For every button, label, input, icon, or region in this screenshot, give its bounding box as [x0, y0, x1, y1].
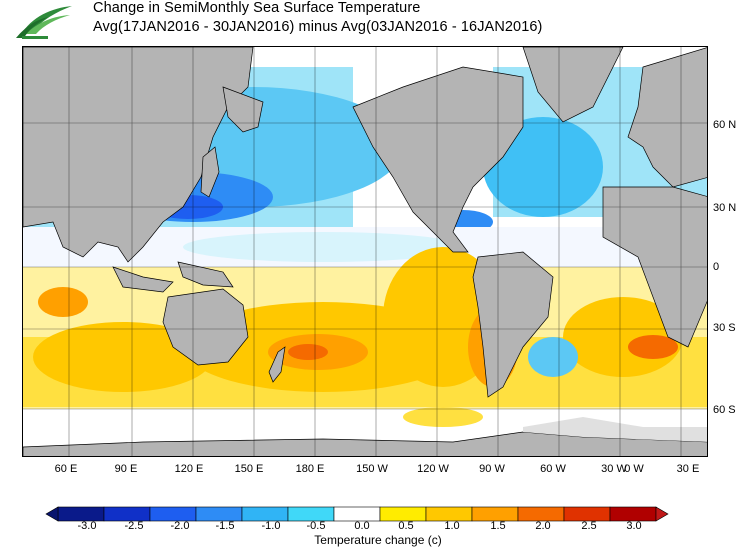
- colorbar-swatch: [57, 506, 105, 522]
- colorbar-swatch: [103, 506, 151, 522]
- colorbar-swatch: [425, 506, 473, 522]
- colorbar-tick: -2.0: [170, 520, 190, 532]
- lon-label: 150 E: [234, 463, 264, 475]
- colorbar-tick: 0.5: [398, 520, 414, 532]
- colorbar-swatch: [563, 506, 611, 522]
- colorbar-title: Temperature change (c): [314, 533, 442, 547]
- colorbar-tick: -1.5: [215, 520, 235, 532]
- lon-label: 120 W: [417, 463, 449, 475]
- lon-label: 90 W: [479, 463, 505, 475]
- lat-label-equator: 0: [713, 261, 720, 273]
- colorbar-swatch: [333, 506, 381, 522]
- colorbar-tick: -3.0: [77, 520, 97, 532]
- colorbar-tick: 1.0: [444, 520, 460, 532]
- sst-change-map: [22, 46, 708, 457]
- colorbar-over-arrow: [655, 506, 669, 522]
- colorbar-swatch: [149, 506, 197, 522]
- agency-logo: [16, 6, 72, 39]
- map-canvas: [23, 47, 707, 456]
- lon-label: 150 W: [356, 463, 388, 475]
- colorbar-swatch: [517, 506, 565, 522]
- colorbar-tick: -0.5: [306, 520, 326, 532]
- colorbar-swatch: [471, 506, 519, 522]
- lat-label-30n: 30 N: [713, 202, 737, 214]
- lon-label: 90 E: [114, 463, 138, 475]
- lat-label-30s: 30 S: [713, 322, 736, 334]
- lon-label: 120 E: [174, 463, 204, 475]
- colorbar-tick: 3.0: [626, 520, 642, 532]
- colorbar-swatch: [287, 506, 335, 522]
- colorbar-under-arrow: [45, 506, 59, 522]
- chart-subtitle: Avg(17JAN2016 - 30JAN2016) minus Avg(03J…: [93, 19, 543, 35]
- colorbar-swatch: [241, 506, 289, 522]
- colorbar-tick: 1.5: [490, 520, 506, 532]
- lat-label-60s: 60 S: [713, 404, 736, 416]
- colorbar-swatch: [195, 506, 243, 522]
- lat-label-60n: 60 N: [713, 119, 737, 131]
- colorbar-swatch: [379, 506, 427, 522]
- colorbar-tick: 2.5: [581, 520, 597, 532]
- colorbar-tick: -1.0: [261, 520, 281, 532]
- lon-label: 180 E: [295, 463, 325, 475]
- colorbar-swatches: [57, 506, 657, 522]
- lon-label: 0 W: [624, 463, 644, 475]
- colorbar: [45, 506, 669, 522]
- lon-label: 60 W: [540, 463, 566, 475]
- colorbar-swatch: [609, 506, 657, 522]
- lon-label: 60 E: [54, 463, 78, 475]
- lon-label: 30 W: [601, 463, 627, 475]
- sea-ice: [523, 417, 707, 442]
- lon-label: 30 E: [676, 463, 700, 475]
- colorbar-tick: 2.0: [535, 520, 551, 532]
- graticule: [23, 47, 707, 456]
- colorbar-tick: 0.0: [354, 520, 370, 532]
- chart-title: Change in SemiMonthly Sea Surface Temper…: [93, 0, 421, 16]
- colorbar-tick: -2.5: [124, 520, 144, 532]
